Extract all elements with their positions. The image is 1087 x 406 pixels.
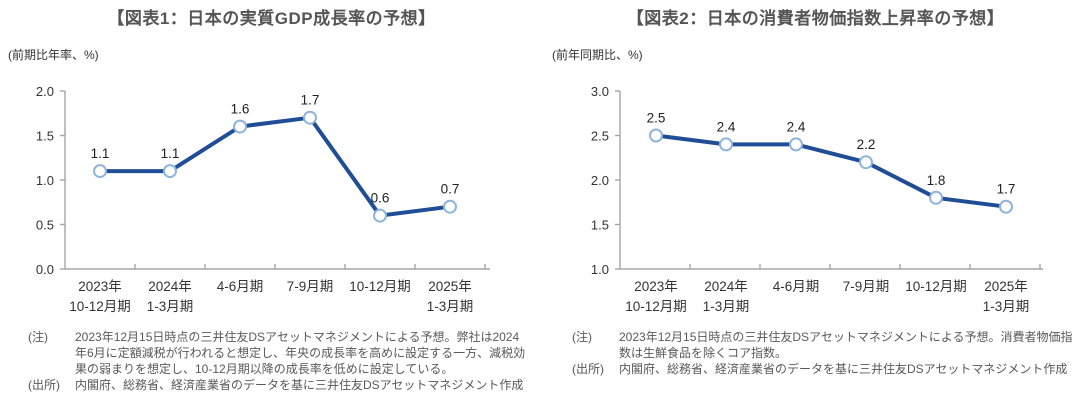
svg-text:2025年: 2025年: [984, 279, 1028, 294]
svg-text:10-12月期: 10-12月期: [69, 299, 131, 314]
gdp-forecast-panel: 【図表1：日本の実質GDP成長率の予想】 (前期比年率、%) 2.0 1.5 1.0…: [0, 0, 543, 406]
svg-text:4-6月期: 4-6月期: [773, 279, 820, 294]
svg-text:1.6: 1.6: [231, 102, 250, 117]
svg-text:2023年: 2023年: [634, 279, 678, 294]
svg-text:1.0: 1.0: [591, 262, 609, 277]
svg-text:0.0: 0.0: [36, 262, 54, 277]
svg-text:1.7: 1.7: [997, 182, 1016, 197]
source-label: (出所): [572, 362, 604, 376]
svg-text:1.0: 1.0: [36, 173, 54, 188]
source-text: 内閣府、総務省、経済産業省のデータを基に三井住友DSアセットマネジメント作成: [619, 362, 1068, 376]
svg-text:1-3月期: 1-3月期: [983, 299, 1030, 314]
cpi-y-axis-unit-label: (前年同期比、%): [552, 48, 643, 62]
note-label: (注): [28, 330, 48, 344]
svg-text:2.5: 2.5: [591, 129, 609, 144]
svg-text:2.0: 2.0: [36, 84, 54, 99]
cpi-source-row: (出所) 内閣府、総務省、経済産業省のデータを基に三井住友DSアセットマネジメン…: [572, 361, 1075, 377]
gdp-notes: (注) 2023年12月15日時点の三井住友DSアセットマネジメントによる予想。…: [0, 329, 543, 393]
gdp-source-row: (出所) 内閣府、総務省、経済産業省のデータを基に三井住友DSアセットマネジメン…: [28, 377, 531, 393]
svg-text:7-9月期: 7-9月期: [843, 279, 890, 294]
source-text: 内閣府、総務省、経済産業省のデータを基に三井住友DSアセットマネジメント作成: [75, 378, 524, 392]
cpi-chart-title: 【図表2：日本の消費者物価指数上昇率の予想】: [626, 9, 1005, 28]
svg-text:2024年: 2024年: [148, 279, 192, 294]
gdp-line-chart: 2.0 1.5 1.0 0.5 0.0 2023年 10-12月期 2024年 1-3月期 4-6…: [36, 84, 490, 314]
svg-text:1.5: 1.5: [591, 218, 609, 233]
svg-text:2.4: 2.4: [717, 119, 736, 134]
svg-text:1.1: 1.1: [161, 146, 180, 161]
svg-text:1-3月期: 1-3月期: [147, 299, 194, 314]
svg-text:7-9月期: 7-9月期: [287, 279, 334, 294]
svg-text:3.0: 3.0: [591, 84, 609, 99]
svg-text:1.7: 1.7: [301, 93, 320, 108]
svg-text:2025年: 2025年: [428, 279, 472, 294]
cpi-line-chart: 3.0 2.5 2.0 1.5 1.0 2023年 10-12月期 2024年 1-3月期 4-6…: [591, 84, 1043, 314]
svg-text:1.5: 1.5: [36, 129, 54, 144]
svg-text:2.4: 2.4: [787, 119, 806, 134]
svg-text:1.1: 1.1: [91, 146, 110, 161]
svg-text:2.0: 2.0: [591, 173, 609, 188]
svg-text:1-3月期: 1-3月期: [703, 299, 750, 314]
svg-text:10-12月期: 10-12月期: [905, 279, 967, 294]
cpi-notes: (注) 2023年12月15日時点の三井住友DSアセットマネジメントによる予想。…: [544, 329, 1087, 377]
svg-text:4-6月期: 4-6月期: [217, 279, 264, 294]
svg-text:0.7: 0.7: [441, 182, 460, 197]
svg-text:10-12月期: 10-12月期: [625, 299, 687, 314]
cpi-note-row: (注) 2023年12月15日時点の三井住友DSアセットマネジメントによる予想。…: [572, 329, 1075, 361]
svg-text:0.5: 0.5: [36, 218, 54, 233]
source-label: (出所): [28, 378, 60, 392]
svg-text:2.2: 2.2: [857, 137, 876, 152]
gdp-chart-title: 【図表1：日本の実質GDP成長率の予想】: [107, 9, 436, 28]
cpi-forecast-panel: 【図表2：日本の消費者物価指数上昇率の予想】 (前年同期比、%) 3.0 2.5 2…: [544, 0, 1087, 406]
svg-text:10-12月期: 10-12月期: [349, 279, 411, 294]
svg-text:0.6: 0.6: [371, 191, 390, 206]
svg-text:2024年: 2024年: [704, 279, 748, 294]
svg-text:2023年: 2023年: [78, 279, 122, 294]
svg-text:1-3月期: 1-3月期: [427, 299, 474, 314]
note-text: 2023年12月15日時点の三井住友DSアセットマネジメントによる予想。弊社は2…: [75, 330, 526, 376]
gdp-y-axis-unit-label: (前期比年率、%): [8, 48, 99, 62]
gdp-note-row: (注) 2023年12月15日時点の三井住友DSアセットマネジメントによる予想。…: [28, 329, 531, 377]
svg-text:1.8: 1.8: [927, 173, 946, 188]
note-text: 2023年12月15日時点の三井住友DSアセットマネジメントによる予想。消費者物…: [619, 330, 1073, 360]
svg-text:2.5: 2.5: [647, 111, 666, 126]
note-label: (注): [572, 330, 592, 344]
